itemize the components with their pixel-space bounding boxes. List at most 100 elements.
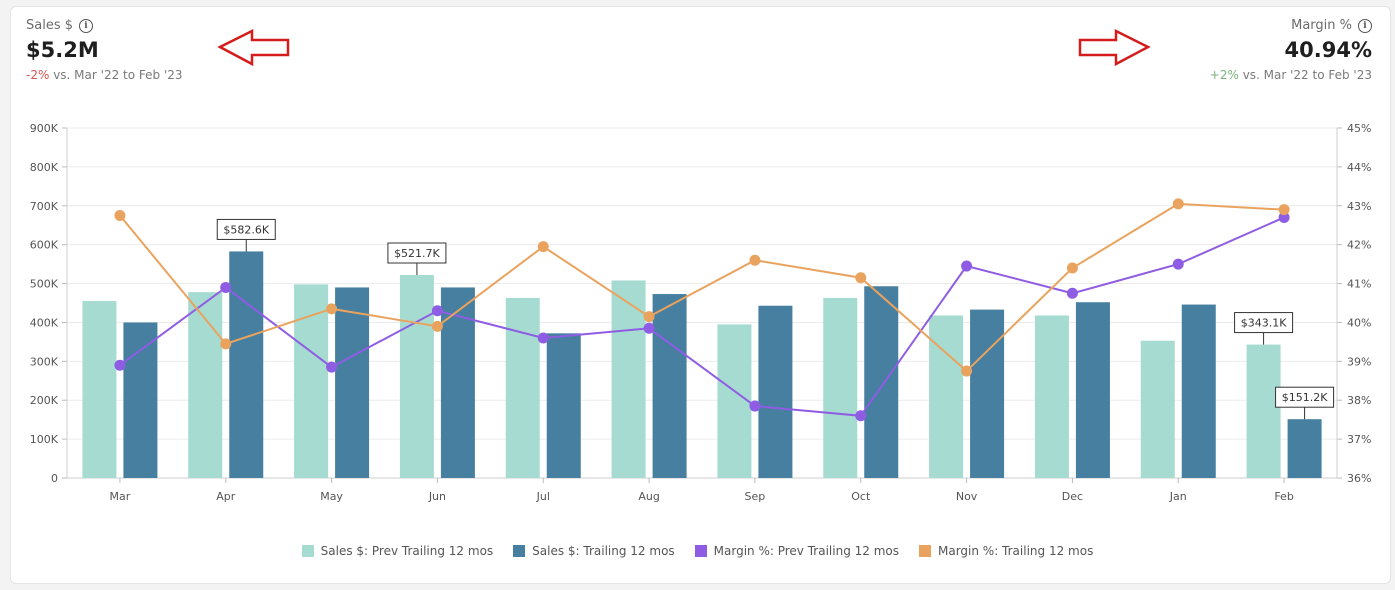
- right-tick-label: 37%: [1347, 433, 1371, 446]
- line-point: [1066, 262, 1078, 274]
- right-tick-label: 43%: [1347, 200, 1371, 213]
- legend-item[interactable]: Margin %: Prev Trailing 12 mos: [694, 544, 899, 558]
- legend-swatch: [301, 545, 314, 557]
- bar: [611, 280, 646, 478]
- legend-swatch: [919, 545, 931, 557]
- legend-swatch: [513, 545, 526, 557]
- line-point: [643, 311, 655, 323]
- bar: [294, 284, 329, 478]
- bar: [1246, 344, 1281, 478]
- line-point: [1172, 198, 1184, 210]
- line-point: [326, 361, 338, 373]
- bar: [82, 301, 117, 478]
- legend-item[interactable]: Sales $: Trailing 12 mos: [513, 544, 675, 558]
- left-tick-label: 100K: [30, 433, 59, 446]
- bar: [1034, 315, 1069, 478]
- line-point: [114, 359, 126, 371]
- legend-label: Margin %: Prev Trailing 12 mos: [713, 544, 899, 558]
- right-tick-label: 39%: [1347, 355, 1371, 368]
- line-point: [431, 320, 443, 332]
- bar: [652, 294, 687, 478]
- bar: [505, 297, 540, 478]
- x-tick-label: Jun: [428, 490, 446, 503]
- legend-item[interactable]: Margin %: Trailing 12 mos: [919, 544, 1093, 558]
- line-point: [1278, 204, 1290, 216]
- right-tick-label: 36%: [1347, 472, 1371, 485]
- line-point: [855, 272, 867, 284]
- legend-label: Sales $: Trailing 12 mos: [532, 544, 675, 558]
- data-label-box: [387, 242, 447, 264]
- data-label-box: [1275, 386, 1335, 408]
- data-label: $582.6K: [223, 223, 269, 236]
- margin-kpi-label: Margin %: [1291, 18, 1352, 33]
- line-point: [855, 410, 867, 422]
- bar: [188, 292, 223, 478]
- bar: [1287, 419, 1322, 478]
- bar: [1181, 304, 1216, 478]
- line-series: [114, 198, 1290, 422]
- x-tick-label: May: [320, 490, 343, 503]
- line-point: [749, 400, 761, 412]
- data-label-box: [1234, 312, 1294, 334]
- left-tick-label: 0: [51, 472, 58, 485]
- data-label-box: [216, 218, 276, 240]
- line-point: [326, 303, 338, 315]
- bar: [823, 297, 858, 478]
- x-tick-label: Oct: [851, 490, 871, 503]
- bar: [970, 309, 1005, 478]
- x-tick-label: Sep: [745, 490, 766, 503]
- left-tick-label: 900K: [30, 122, 59, 135]
- line-point: [114, 210, 126, 221]
- margin-kpi-delta: +2%: [1209, 68, 1239, 82]
- bar: [229, 251, 264, 478]
- x-tick-label: Aug: [638, 490, 659, 503]
- sales-kpi: Sales $ i $5.2M -2% vs. Mar '22 to Feb '…: [26, 18, 183, 82]
- right-tick-label: 44%: [1347, 161, 1371, 174]
- legend-label: Margin %: Trailing 12 mos: [938, 544, 1094, 558]
- bar: [546, 333, 581, 478]
- legend-item[interactable]: Sales $: Prev Trailing 12 mos: [301, 544, 494, 558]
- right-tick-label: 42%: [1347, 239, 1371, 252]
- data-label: $151.2K: [1282, 391, 1328, 404]
- data-label: $343.1K: [1241, 317, 1287, 330]
- line-point: [220, 338, 232, 350]
- line-point: [220, 281, 232, 293]
- left-tick-label: 300K: [30, 355, 59, 368]
- sales-kpi-label: Sales $: [26, 18, 74, 33]
- x-tick-label: Apr: [216, 490, 236, 503]
- right-tick-label: 41%: [1347, 278, 1371, 291]
- chart-legend: Sales $: Prev Trailing 12 mos Sales $: Tr…: [0, 544, 1395, 558]
- legend-label: Sales $: Prev Trailing 12 mos: [320, 544, 494, 558]
- bar: [717, 324, 752, 478]
- line-point: [749, 254, 761, 266]
- left-axis: 0 100K 200K 300K 400K 500K 600K 700K 800K 900K: [30, 122, 68, 485]
- series-line: [119, 202, 1285, 373]
- info-icon[interactable]: i: [1358, 18, 1372, 33]
- bar: [335, 287, 370, 478]
- line-point: [961, 260, 973, 272]
- right-axis: 36% 37% 38% 39% 40% 41% 42% 43% 44% 45%: [1336, 122, 1371, 485]
- sales-kpi-comparison: -2% vs. Mar '22 to Feb '23: [26, 68, 183, 82]
- sales-kpi-label-row: Sales $ i: [26, 18, 183, 33]
- x-tick-label: Feb: [1274, 490, 1293, 503]
- line-point: [537, 332, 549, 344]
- right-tick-label: 38%: [1347, 394, 1371, 407]
- left-tick-label: 700K: [30, 200, 59, 213]
- x-tick-label: Nov: [956, 490, 978, 503]
- sales-kpi-period: vs. Mar '22 to Feb '23: [53, 68, 183, 82]
- bar: [1140, 340, 1175, 478]
- x-tick-label: Jan: [1169, 490, 1187, 503]
- x-axis: Mar Apr May Jun Jul Aug Sep Oct Nov Dec Jan Feb: [110, 478, 1294, 503]
- bar: [399, 275, 434, 478]
- bar: [929, 315, 964, 478]
- info-icon[interactable]: i: [79, 18, 94, 33]
- legend-swatch: [694, 545, 707, 557]
- left-tick-label: 200K: [30, 394, 59, 407]
- line-point: [1066, 287, 1078, 299]
- margin-kpi-label-row: Margin % i: [1210, 18, 1372, 33]
- bar: [864, 286, 899, 478]
- left-tick-label: 800K: [30, 161, 59, 174]
- data-label: $521.7K: [394, 247, 440, 260]
- margin-kpi-value: 40.94%: [1284, 38, 1372, 62]
- left-tick-label: 400K: [30, 316, 59, 329]
